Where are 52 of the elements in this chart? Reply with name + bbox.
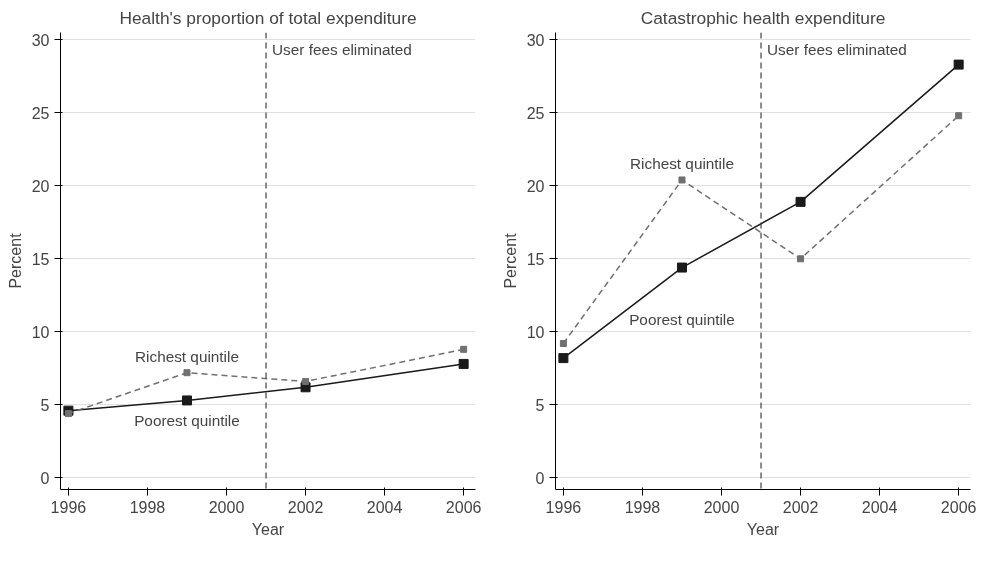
y-tick-label: 10 (31, 323, 50, 341)
x-tick-label: 1998 (129, 498, 166, 516)
y-tick-label: 30 (526, 31, 545, 49)
ref-line-label: User fees eliminated (272, 40, 412, 58)
x-tick-label: 1996 (545, 498, 582, 516)
x-tick-label: 2000 (703, 498, 740, 516)
x-tick-label: 2004 (861, 498, 898, 516)
point (181, 395, 192, 406)
y-tick-label: 5 (40, 396, 50, 414)
y-tick-label: 15 (526, 250, 545, 268)
y-tick-label: 30 (31, 31, 50, 49)
point (558, 353, 569, 364)
point (183, 369, 191, 377)
x-tick-label: 2002 (287, 498, 324, 516)
chart-title: Catastrophic health expenditure (640, 7, 886, 28)
point (676, 262, 687, 273)
y-tick-label: 0 (40, 469, 50, 487)
series-label: Richest quintile (630, 154, 734, 172)
x-tick-label: 1996 (50, 498, 87, 516)
y-tick-label: 0 (535, 469, 545, 487)
x-axis-title: Year (251, 520, 285, 538)
x-tick-label: 1998 (624, 498, 661, 516)
x-tick-label: 2000 (208, 498, 245, 516)
point (955, 112, 963, 120)
y-tick-label: 5 (535, 396, 545, 414)
y-tick-label: 20 (31, 177, 50, 195)
x-tick-label: 2006 (940, 498, 977, 516)
x-tick-label: 2006 (445, 498, 482, 516)
x-axis-title: Year (746, 520, 780, 538)
chart-title: Health's proportion of total expenditure (119, 7, 417, 28)
ref-line-label: User fees eliminated (767, 40, 907, 58)
point (64, 410, 72, 418)
point (678, 176, 686, 184)
y-tick-label: 15 (31, 250, 50, 268)
y-axis-title: Percent (6, 232, 24, 289)
y-axis-title: Percent (501, 232, 519, 289)
series-label: Richest quintile (135, 347, 239, 365)
y-tick-label: 25 (526, 104, 545, 122)
point (458, 358, 469, 369)
point (559, 339, 567, 347)
point (795, 196, 806, 207)
y-tick-label: 20 (526, 177, 545, 195)
x-tick-label: 2002 (782, 498, 819, 516)
point (953, 59, 964, 70)
point (460, 345, 468, 353)
series-label: Poorest quintile (629, 310, 735, 328)
point (797, 255, 805, 263)
y-tick-label: 25 (31, 104, 50, 122)
x-tick-label: 2004 (366, 498, 403, 516)
point (302, 377, 310, 385)
series-label: Poorest quintile (134, 412, 240, 430)
y-tick-label: 10 (526, 323, 545, 341)
